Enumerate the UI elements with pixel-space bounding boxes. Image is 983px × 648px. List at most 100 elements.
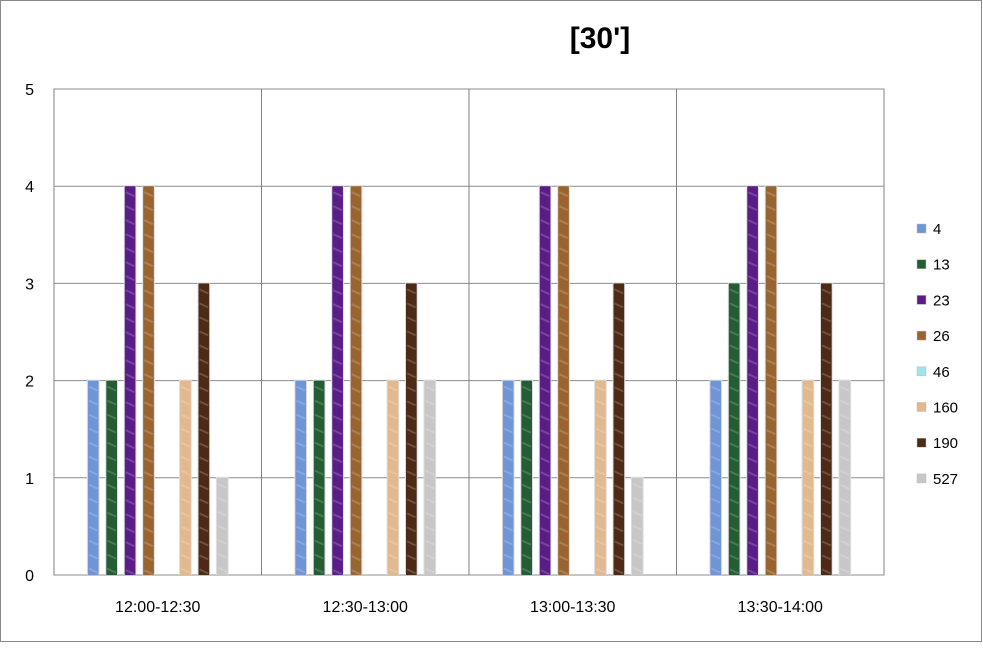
bar-texture — [425, 567, 435, 574]
bar-4-2 — [502, 380, 514, 575]
bar-texture — [351, 219, 361, 226]
bar-texture — [503, 497, 513, 504]
bar-texture — [332, 569, 343, 576]
bar-texture — [766, 569, 776, 576]
bar-texture — [729, 470, 739, 477]
bar-texture — [821, 414, 832, 421]
bar-texture — [595, 441, 606, 448]
bar-texture — [143, 513, 154, 520]
bar-texture — [766, 485, 776, 492]
bar-texture — [766, 527, 776, 534]
bar-texture — [351, 345, 361, 352]
bar-texture — [821, 512, 832, 519]
bar-texture — [521, 511, 532, 518]
bar-texture — [558, 191, 569, 198]
bar-texture — [614, 540, 624, 547]
bar-texture — [351, 471, 361, 478]
bar-texture — [332, 373, 343, 380]
bar-texture — [558, 373, 569, 380]
y-tick-label: 1 — [25, 471, 34, 488]
bar-texture — [803, 553, 813, 560]
bar-texture — [729, 302, 739, 309]
bar-texture — [840, 385, 850, 392]
bar-texture — [406, 288, 417, 295]
bar-texture — [521, 567, 532, 574]
bar-texture — [406, 470, 417, 477]
bar-texture — [558, 387, 569, 394]
bar-texture — [314, 399, 324, 406]
bar-texture — [729, 288, 739, 295]
bar-texture — [558, 359, 569, 366]
bar-texture — [88, 553, 98, 560]
bar-527-1 — [424, 380, 436, 575]
bar-texture — [840, 567, 850, 574]
bar-texture — [558, 233, 569, 240]
bar-texture — [747, 429, 758, 436]
bar-texture — [199, 288, 209, 295]
bar-texture — [595, 511, 606, 518]
bar-texture — [710, 469, 721, 476]
bar-texture — [125, 317, 135, 324]
bar-texture — [595, 455, 606, 462]
bar-texture — [143, 499, 154, 506]
bar-texture — [125, 415, 135, 422]
bar-texture — [199, 498, 209, 505]
bar-texture — [766, 331, 776, 338]
bar-texture — [351, 541, 361, 548]
bar-texture — [388, 567, 398, 574]
bar-texture — [766, 359, 776, 366]
bar-texture — [521, 385, 532, 392]
bar-texture — [425, 413, 435, 420]
legend-label-46: 46 — [933, 364, 950, 381]
x-tick-label: 13:00-13:30 — [530, 599, 616, 616]
bar-texture — [106, 455, 117, 462]
bar-texture — [180, 483, 191, 490]
bar-texture — [88, 469, 98, 476]
bar-texture — [295, 483, 306, 490]
bar-texture — [295, 385, 306, 392]
bar-texture — [710, 441, 721, 448]
bar-texture — [821, 358, 832, 365]
bar-texture — [199, 568, 209, 575]
bar-texture — [351, 261, 361, 268]
bar-texture — [614, 400, 624, 407]
bar-texture — [106, 413, 117, 420]
bar-texture — [143, 527, 154, 534]
bar-texture — [125, 429, 135, 436]
bar-texture — [106, 427, 117, 434]
legend-label-160: 160 — [933, 400, 958, 417]
bar-texture — [710, 511, 721, 518]
bar-texture — [217, 566, 228, 573]
bar-texture — [388, 539, 398, 546]
bar-texture — [614, 358, 624, 365]
bar-texture — [351, 289, 361, 296]
bar-texture — [540, 485, 550, 492]
bar-texture — [332, 219, 343, 226]
bar-texture — [125, 233, 135, 240]
bar-texture — [747, 443, 758, 450]
bar-texture — [614, 554, 624, 561]
bar-texture — [821, 428, 832, 435]
bar-texture — [106, 441, 117, 448]
bar-texture — [710, 483, 721, 490]
bar-texture — [840, 483, 850, 490]
bar-texture — [143, 359, 154, 366]
bar-texture — [199, 484, 209, 491]
bar-texture — [180, 553, 191, 560]
bar-texture — [351, 359, 361, 366]
bar-texture — [803, 441, 813, 448]
y-tick-label: 3 — [25, 276, 34, 293]
bar-texture — [125, 443, 135, 450]
bar-texture — [143, 303, 154, 310]
bar-texture — [406, 512, 417, 519]
bar-texture — [632, 496, 643, 503]
bar-texture — [180, 427, 191, 434]
bar-texture — [747, 527, 758, 534]
bar-texture — [180, 539, 191, 546]
bar-texture — [766, 513, 776, 520]
bar-texture — [558, 513, 569, 520]
bar-texture — [332, 261, 343, 268]
bar-texture — [295, 497, 306, 504]
bar-texture — [614, 512, 624, 519]
bar-texture — [710, 427, 721, 434]
